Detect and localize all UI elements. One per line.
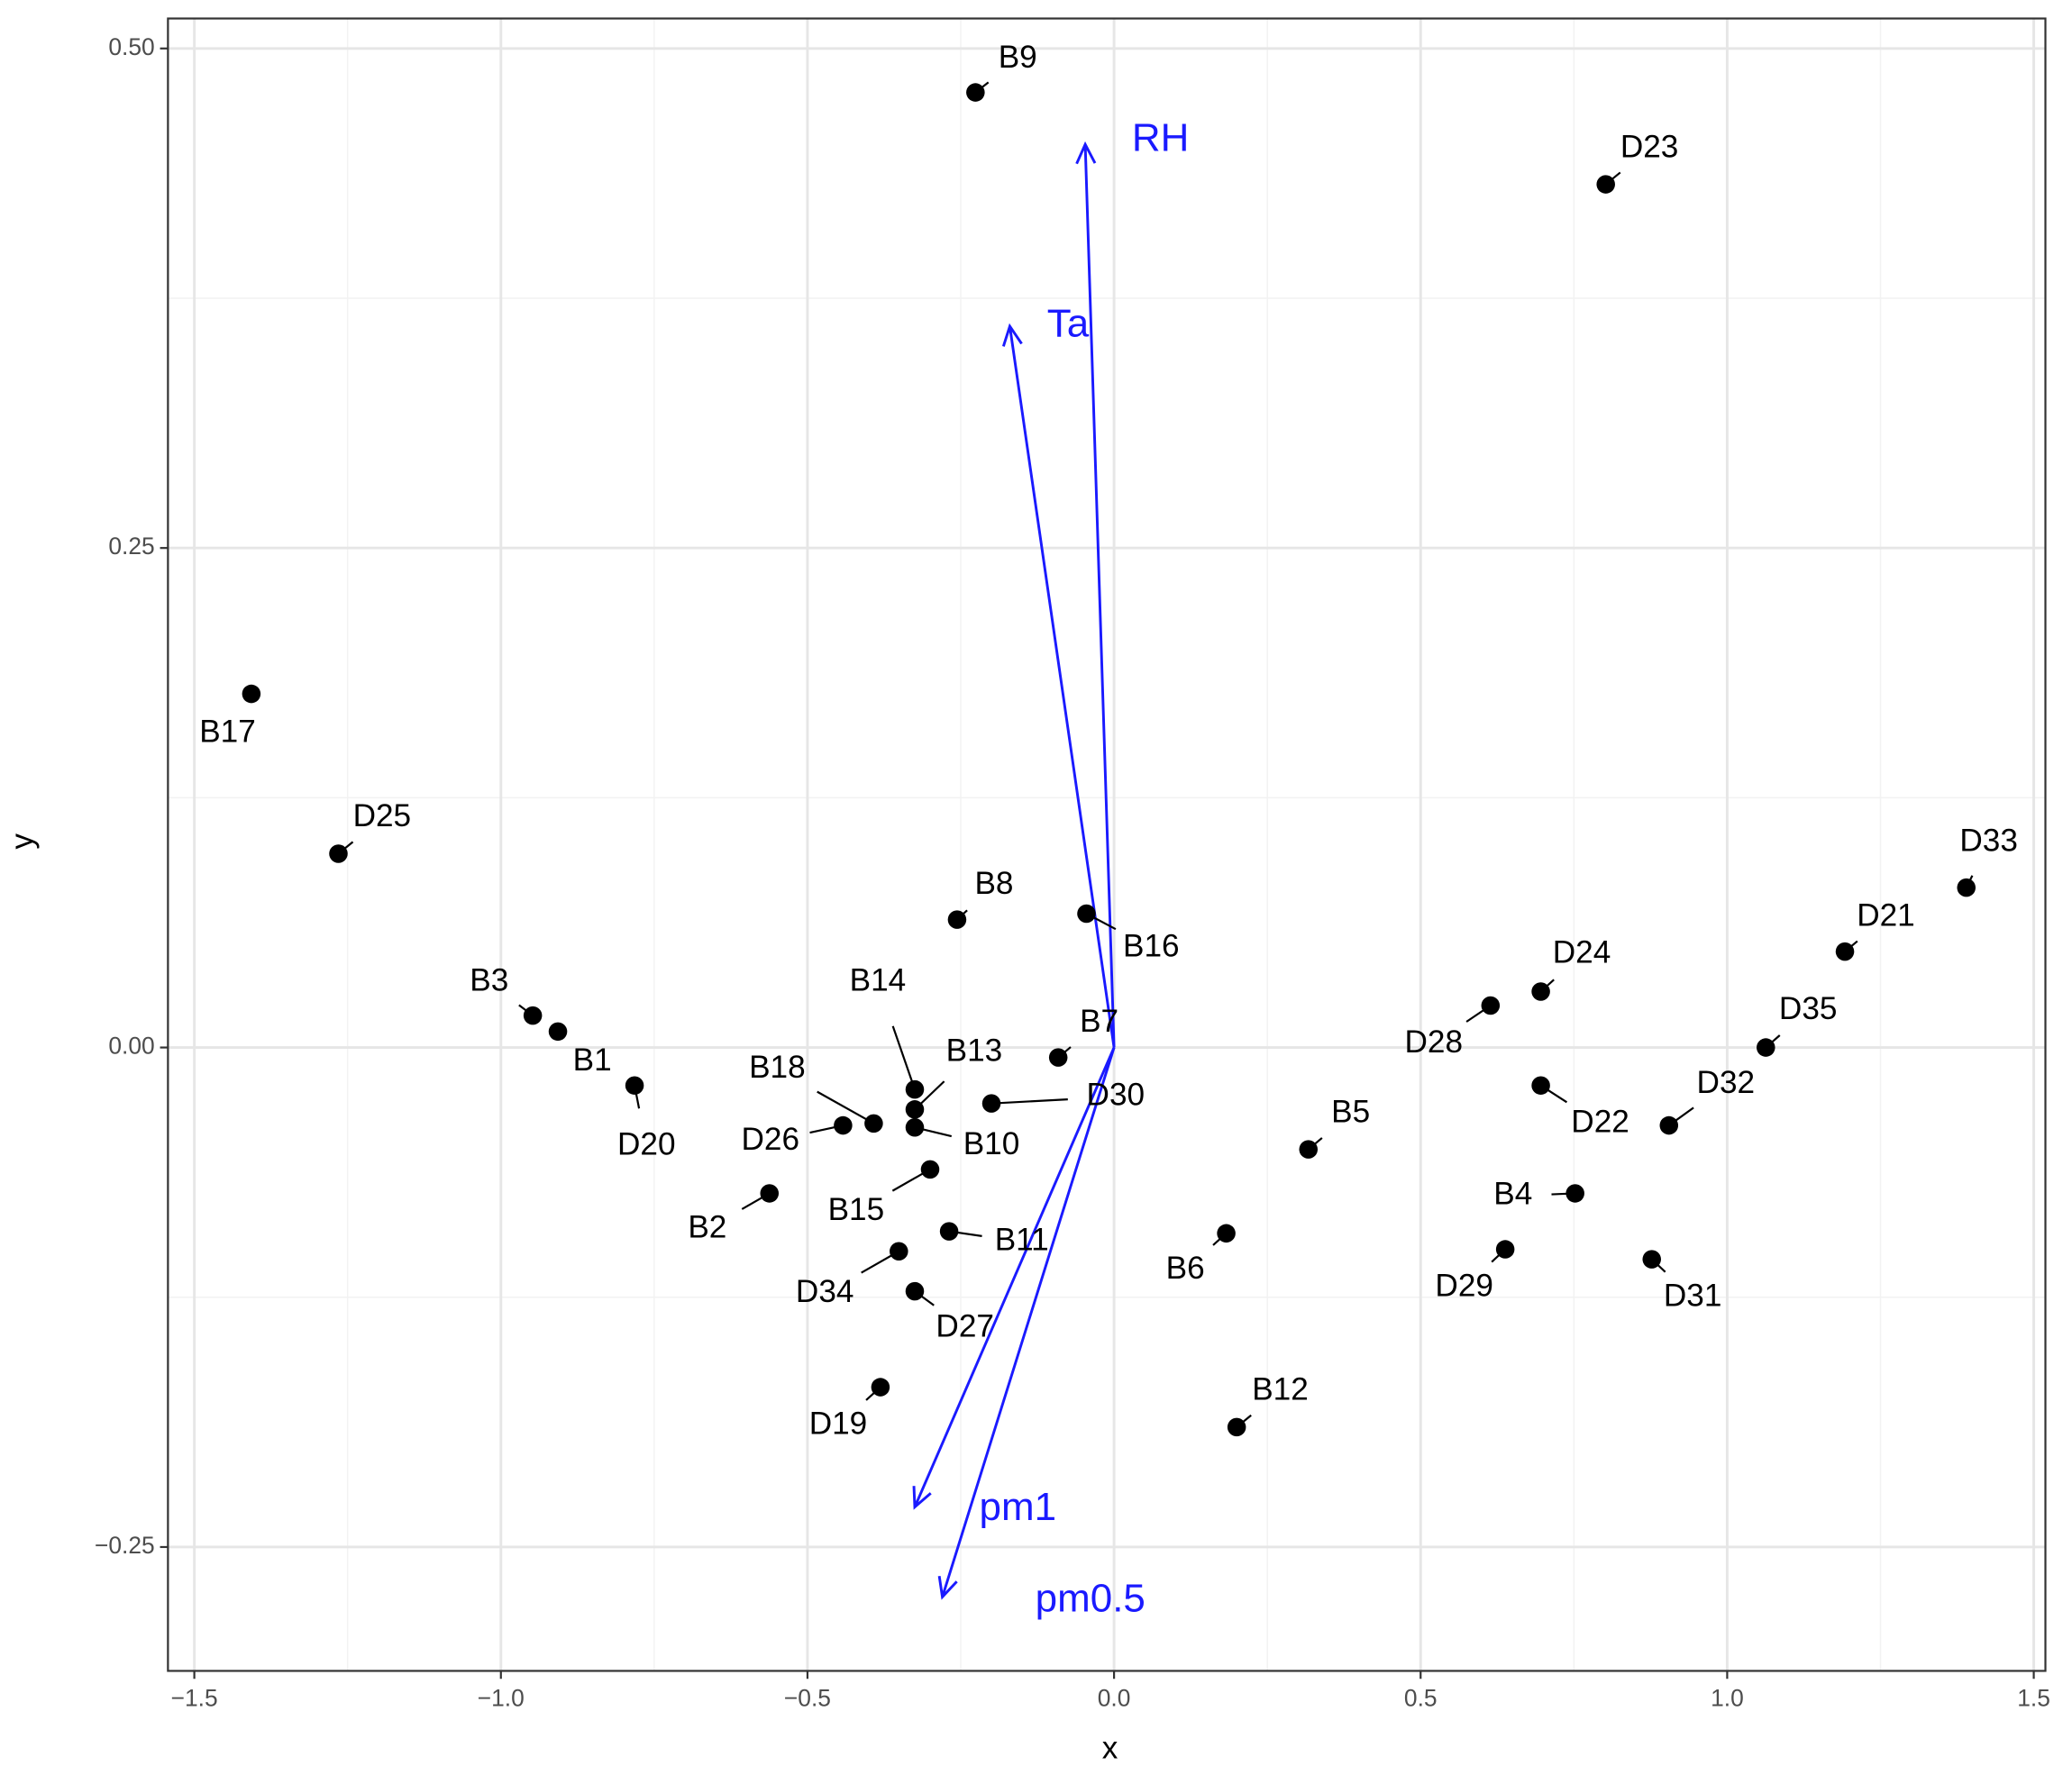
grid <box>168 18 2046 1671</box>
y-axis-title: y <box>5 833 40 850</box>
point <box>981 1094 1001 1113</box>
point <box>1481 996 1501 1015</box>
y-tick-label: −0.25 <box>95 1532 155 1559</box>
point <box>871 1378 890 1397</box>
point-label: B11 <box>995 1223 1049 1258</box>
point-label: B18 <box>749 1050 806 1085</box>
x-tick-label: −1.5 <box>171 1685 218 1712</box>
point <box>947 910 967 929</box>
point <box>1299 1140 1319 1159</box>
point-label: B4 <box>1493 1177 1532 1212</box>
point-label: D20 <box>617 1126 676 1161</box>
point <box>864 1114 883 1133</box>
point <box>890 1242 908 1261</box>
point-label: B7 <box>1080 1004 1118 1039</box>
point <box>905 1100 925 1119</box>
point-label: D22 <box>1571 1105 1629 1140</box>
point-label: B17 <box>199 714 256 749</box>
point <box>920 1160 940 1179</box>
point-label: B9 <box>999 40 1037 75</box>
point-label: B2 <box>688 1209 726 1244</box>
point <box>939 1222 959 1241</box>
point <box>1227 1417 1246 1437</box>
plot-layer: RH Ta pm1 pm0.5 B9 D23 B17 D25 B8 B16 B3 B1 D20 B7 B14… <box>199 40 2018 1620</box>
point <box>1596 175 1615 194</box>
point-label: D31 <box>1664 1278 1722 1313</box>
point <box>1048 1048 1068 1067</box>
point-label: D27 <box>936 1308 994 1343</box>
point <box>1757 1038 1775 1057</box>
x-axis-title: x <box>1102 1731 1118 1766</box>
panel-border <box>167 17 2047 1672</box>
x-tick-label: 1.5 <box>2017 1685 2050 1712</box>
point <box>905 1079 925 1099</box>
arrow-label: Ta <box>1047 302 1090 346</box>
point-label: B8 <box>974 866 1013 901</box>
point-label: D29 <box>1435 1268 1493 1303</box>
arrow-label: RH <box>1132 115 1190 159</box>
point <box>1495 1240 1515 1259</box>
point-label: B13 <box>946 1033 1003 1069</box>
point-label: B6 <box>1166 1251 1205 1286</box>
label-leader <box>817 1090 874 1124</box>
label-leader <box>891 1025 917 1090</box>
point-label: B3 <box>470 963 508 998</box>
point-label: D21 <box>1857 897 1915 933</box>
point-label: B1 <box>573 1042 612 1078</box>
point-label: D24 <box>1553 935 1611 970</box>
x-tick-label: 1.0 <box>1711 1685 1744 1712</box>
x-tick-label: 0.5 <box>1404 1685 1438 1712</box>
point <box>905 1281 925 1301</box>
loading-arrow <box>1075 141 1116 1048</box>
point-label: D33 <box>1959 824 2018 859</box>
loading-arrow <box>937 1047 1116 1600</box>
point-label: B5 <box>1331 1094 1370 1129</box>
point-label: D28 <box>1405 1024 1464 1060</box>
point <box>329 844 348 863</box>
point <box>1659 1115 1679 1135</box>
loading-arrow <box>912 1046 1116 1510</box>
x-tick-label: −0.5 <box>784 1685 831 1712</box>
point-label: D23 <box>1620 129 1679 164</box>
point-label: B10 <box>963 1126 1020 1161</box>
point-label: B16 <box>1123 928 1180 963</box>
point <box>966 83 985 102</box>
point <box>523 1006 543 1025</box>
y-tick-label: 0.25 <box>108 533 154 560</box>
point <box>1957 878 1976 897</box>
point <box>625 1076 644 1095</box>
y-tick-label: 0.00 <box>108 1033 154 1060</box>
point-label: D34 <box>796 1274 854 1309</box>
arrow-label: pm1 <box>980 1485 1057 1529</box>
point <box>1531 982 1550 1001</box>
point <box>548 1022 568 1042</box>
x-tick-label: −1.0 <box>478 1685 525 1712</box>
point <box>1531 1076 1550 1095</box>
arrow-label: pm0.5 <box>1036 1576 1146 1620</box>
point-label: D25 <box>353 798 412 833</box>
point <box>760 1184 780 1203</box>
label-leader <box>990 1098 1068 1105</box>
point <box>834 1115 853 1135</box>
point <box>1642 1250 1661 1269</box>
x-tick-label: 0.0 <box>1098 1685 1131 1712</box>
point-label: D26 <box>741 1122 799 1157</box>
point-label: D32 <box>1697 1065 1756 1100</box>
point <box>905 1118 925 1137</box>
point <box>1565 1184 1584 1203</box>
y-tick-label: 0.50 <box>108 33 154 60</box>
point <box>1835 942 1855 961</box>
point <box>1217 1224 1236 1243</box>
point-label: B14 <box>850 963 907 998</box>
point-label: B15 <box>828 1192 885 1227</box>
point-label: D19 <box>809 1406 868 1441</box>
point-label: B12 <box>1252 1372 1309 1407</box>
point <box>1077 904 1096 924</box>
point-label: D30 <box>1087 1078 1146 1113</box>
point-label: D35 <box>1779 991 1838 1026</box>
point <box>242 684 261 704</box>
loading-arrow <box>1001 323 1116 1048</box>
